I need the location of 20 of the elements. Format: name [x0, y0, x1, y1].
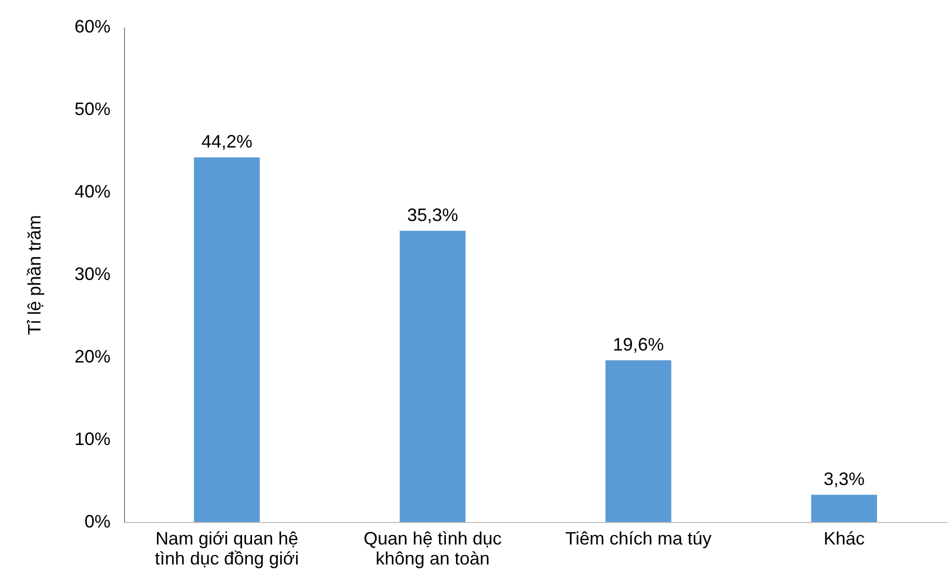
y-tick-label: 50%	[74, 99, 110, 119]
x-tick-label: Quan hệ tình dục không an toàn	[364, 528, 502, 568]
y-tick-label: 0%	[84, 512, 110, 532]
bar	[194, 157, 260, 522]
data-label: 35,3%	[407, 204, 458, 225]
y-tick-label: 10%	[74, 429, 110, 449]
y-tick-label: 60%	[74, 16, 110, 36]
data-label: 3,3%	[824, 468, 865, 489]
x-tick-label: Tiêm chích ma túy	[565, 528, 712, 548]
bar	[400, 230, 466, 522]
y-axis-title: Tỉ lệ phần trăm	[24, 214, 44, 336]
x-tick-label: Khác	[824, 528, 865, 548]
x-tick-label: Nam giới quan hệ tình dục đồng giới	[154, 528, 299, 568]
data-label: 44,2%	[201, 131, 252, 152]
y-tick-label: 20%	[74, 346, 110, 366]
y-tick-label: 40%	[74, 182, 110, 202]
bar	[605, 360, 672, 522]
data-label: 19,6%	[612, 334, 664, 354]
bar	[811, 494, 878, 522]
y-tick-label: 30%	[74, 264, 110, 284]
